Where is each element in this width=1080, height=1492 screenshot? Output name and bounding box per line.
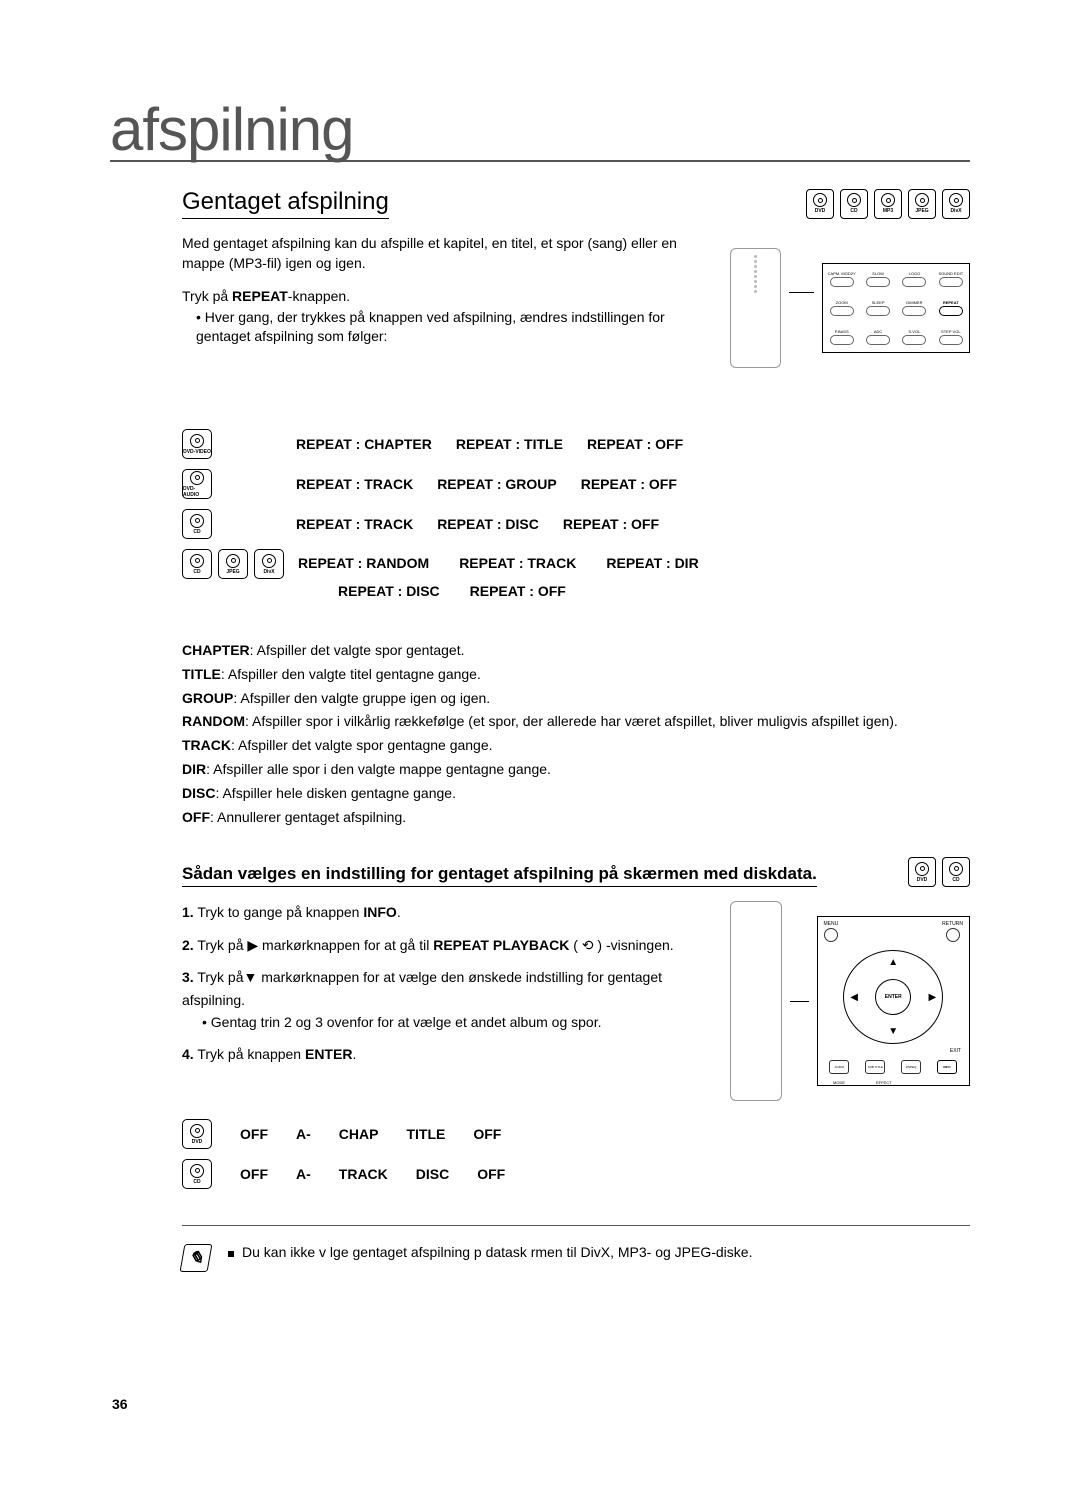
nav-btn-info: INFO [937,1060,957,1074]
cycle-item: REPEAT : OFF [587,436,683,452]
disc-icon-jpeg: JPEG [908,189,936,219]
exit-label: EXIT [950,1048,969,1054]
repeat-row: DVD-AUDIO REPEAT : TRACK REPEAT : GROUP REP… [182,469,970,499]
badge-dvd-audio: DVD-AUDIO [182,469,212,499]
result-cell: OFF [240,1166,268,1182]
cycle-item: REPEAT : TRACK [296,476,413,492]
result-cell: A- [296,1126,311,1142]
repeat-row: DVD-VIDEO REPEAT : CHAPTER REPEAT : TITLE R… [182,429,970,459]
badge-cd: CD [182,509,212,539]
remote-btn-logo: LOGO [896,264,932,293]
section2-header: Sådan vælges en indstilling for gentaget… [182,857,970,887]
cycle-item: REPEAT : DISC [437,516,539,532]
badge-cd: CD [182,549,212,579]
step1: Tryk på REPEAT-knappen. [182,288,720,304]
cycle-item: REPEAT : TITLE [456,436,563,452]
remote-btn-zoom: ZOOM [823,293,859,322]
definition-disc: DISC: Afspiller hele disken gentagne gan… [182,782,970,806]
section2-disc-icons: DVDCD [908,857,970,887]
remote-btn-stepvol: STEP VOL [933,323,969,352]
result-cell: CHAP [339,1126,379,1142]
result-cell: OFF [473,1126,501,1142]
result-table: DVD OFF A- CHAP TITLE OFF CD OFF A- TRACK DISC OFF [182,1119,970,1189]
cycle-item: REPEAT : OFF [581,476,677,492]
remote-diagram-nav: MENU RETURN ▲▼◀▶ ENTER EXIT AUDIO SUB TIT… [730,901,970,1101]
result-cell: TRACK [339,1166,388,1182]
disc-icon-divx: DivX [942,189,970,219]
section1-header: Gentaget afspilning DVDCDMP3JPEGDivX [182,188,970,219]
disc-icon-cd: CD [840,189,868,219]
note-text: Du kan ikke v lge gentaget afspilning p … [242,1244,752,1260]
cycle-item: REPEAT : GROUP [437,476,557,492]
cycle-item: REPEAT : RANDOM [298,549,429,577]
step-item: 2. Tryk på ▶ markørknappen for at gå til… [182,934,718,956]
remote-btn-pbass: P.BASS [823,323,859,352]
result-cell: A- [296,1166,311,1182]
return-label: RETURN [942,921,963,927]
remote-btn-soundedit: SOUND EDIT [933,264,969,293]
definition-title: TITLE: Afspiller den valgte titel gentag… [182,663,970,687]
cycle-item: REPEAT : OFF [470,577,566,605]
cycle-item: REPEAT : DIR [606,549,698,577]
nav-btn-subtitle: SUB TITLE [865,1060,885,1074]
result-cell: OFF [240,1126,268,1142]
page-number: 36 [112,1396,128,1412]
cycle-item: REPEAT : TRACK [296,516,413,532]
cycle-item: REPEAT : DISC [338,577,440,605]
main-title: afspilning [110,100,970,162]
badge-jpeg: JPEG [218,549,248,579]
repeat-row: CD REPEAT : TRACK REPEAT : DISC REPEAT : OF… [182,509,970,539]
menu-label: MENU [824,921,839,927]
result-cell: OFF [477,1166,505,1182]
section1-title: Gentaget afspilning [182,188,389,219]
definitions: CHAPTER: Afspiller det valgte spor genta… [182,639,970,829]
note-icon: ✎ [180,1244,213,1272]
disc-icon-mp3: MP3 [874,189,902,219]
remote-btn-adc: ADC [860,323,896,352]
cycle-item: REPEAT : CHAPTER [296,436,432,452]
remote-btn-dimmer: DIMMER [896,293,932,322]
remote-btn-svol: S.VOL [896,323,932,352]
disc-icon-dvd: DVD [908,857,936,887]
definition-dir: DIR: Afspiller alle spor i den valgte ma… [182,758,970,782]
remote-btn-repeat: REPEAT [933,293,969,322]
disc-icon-dvd: DVD [806,189,834,219]
badge-divx: DivX [254,549,284,579]
enter-label: ENTER [885,994,902,1000]
definition-off: OFF: Annullerer gentaget afspilning. [182,806,970,830]
nav-btn-dspeq: DSPEQ [901,1060,921,1074]
definition-random: RANDOM: Afspiller spor i vilkårlig række… [182,710,970,734]
repeat-row-multi: CDJPEGDivXREPEAT : RANDOMREPEAT : TRACKR… [182,549,970,605]
step1-sub: • Hver gang, der trykkes på knappen ved … [196,308,720,347]
badge-cd: CD [182,1159,212,1189]
badge-dvd-video: DVD-VIDEO [182,429,212,459]
cycle-item: REPEAT : OFF [563,516,659,532]
definition-track: TRACK: Afspiller det valgte spor gentagn… [182,734,970,758]
badge-dvd: DVD [182,1119,212,1149]
remote-btn-capmmod2y: CAPM. MOD2Y [823,264,859,293]
step-item: 3. Tryk på▼ markørknappen for at vælge d… [182,966,718,1033]
note-block: ✎ Du kan ikke v lge gentaget afspilning … [182,1225,970,1272]
nav-btn-audio: AUDIO [829,1060,849,1074]
intro-text: Med gentaget afspilning kan du afspille … [182,233,720,274]
remote-btn-slow: SLOW [860,264,896,293]
result-row: CD OFF A- TRACK DISC OFF [182,1159,970,1189]
result-cell: DISC [416,1166,449,1182]
repeat-cycle-table: DVD-VIDEO REPEAT : CHAPTER REPEAT : TITLE R… [182,429,970,605]
section2-steps: 1. Tryk to gange på knappen INFO. 2. Tryk… [182,901,718,1075]
remote-diagram-top: CAPM. MOD2YSLOWLOGOSOUND EDIT ZOOMSLEEPDI… [730,233,970,383]
result-cell: TITLE [406,1126,445,1142]
section1-disc-icons: DVDCDMP3JPEGDivX [806,189,970,219]
definition-chapter: CHAPTER: Afspiller det valgte spor genta… [182,639,970,663]
remote-btn-sleep: SLEEP [860,293,896,322]
disc-icon-cd: CD [942,857,970,887]
step-item: 4. Tryk på knappen ENTER. [182,1043,718,1065]
result-row: DVD OFF A- CHAP TITLE OFF [182,1119,970,1149]
cycle-item: REPEAT : TRACK [459,549,576,577]
step-item: 1. Tryk to gange på knappen INFO. [182,901,718,923]
nav-circle: ▲▼◀▶ ENTER [843,950,943,1044]
definition-group: GROUP: Afspiller den valgte gruppe igen … [182,687,970,711]
section2-title: Sådan vælges en indstilling for gentaget… [182,864,817,887]
